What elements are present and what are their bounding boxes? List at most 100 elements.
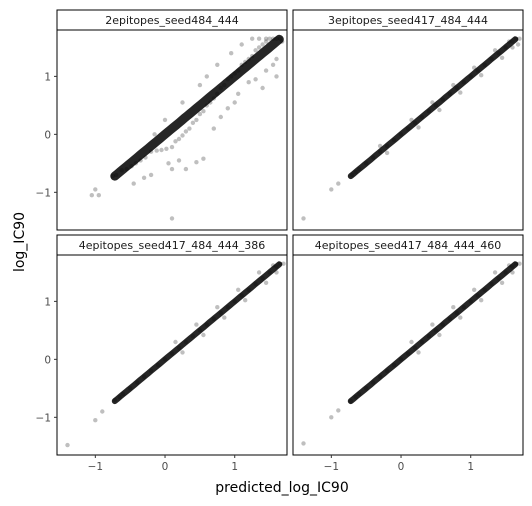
data-point (169, 216, 175, 221)
data-point (211, 126, 216, 131)
data-point (517, 36, 522, 41)
data-point (256, 270, 262, 275)
panel-frame (56, 29, 288, 231)
data-point (183, 129, 189, 134)
panel-3epitopes: 3epitopes_seed417_484_444 (292, 9, 524, 231)
panel-frame (292, 254, 524, 456)
data-point (197, 82, 203, 88)
panel-4epitopes-460: 4epitopes_seed417_484_444_460 −1 0 1 (292, 234, 524, 473)
y-tick-label: 0 (44, 129, 51, 141)
data-point (263, 280, 269, 285)
data-point (301, 441, 306, 446)
data-point (169, 144, 175, 150)
data-point (239, 42, 244, 47)
data-point (176, 136, 182, 142)
data-point (194, 322, 199, 327)
y-tick-label: −1 (36, 187, 51, 199)
data-point (173, 339, 178, 345)
data-point (222, 315, 227, 320)
data-point (274, 56, 279, 62)
data-point (517, 261, 522, 266)
data-point (256, 36, 262, 41)
data-point (176, 158, 182, 163)
data-point (263, 36, 269, 41)
data-point (180, 100, 185, 105)
data-point (190, 120, 196, 126)
data-point (458, 315, 463, 320)
data-point (499, 280, 505, 285)
x-tick-label: −1 (88, 461, 103, 473)
data-point (492, 270, 498, 275)
panel-frame (292, 29, 524, 231)
data-point (437, 107, 442, 113)
data-point (229, 51, 234, 56)
data-point (180, 350, 185, 355)
data-point (194, 160, 199, 165)
data-point (263, 68, 269, 73)
data-point (65, 442, 70, 448)
points-layer (301, 36, 522, 221)
x-tick-label: 0 (162, 461, 169, 473)
dense-core-band (347, 261, 519, 405)
data-point (256, 45, 262, 50)
data-point (218, 114, 223, 120)
data-point (267, 36, 272, 41)
data-point (197, 111, 203, 117)
dense-core-band (347, 36, 519, 180)
data-point (93, 187, 98, 192)
data-point (96, 193, 102, 198)
data-point (336, 408, 341, 413)
data-point (499, 55, 505, 60)
y-axis-title: log_IC90 (12, 212, 28, 272)
data-point (409, 339, 414, 345)
strip-label: 3epitopes_seed417_484_444 (328, 14, 488, 27)
x-tick-label: −1 (324, 461, 339, 473)
x-tick-label: 0 (398, 461, 405, 473)
data-point (329, 187, 334, 192)
y-tick-label: 1 (44, 296, 51, 308)
data-point (201, 156, 206, 161)
y-tick-label: 0 (44, 354, 51, 366)
data-point (329, 415, 334, 420)
data-point (166, 161, 171, 166)
data-point (180, 133, 185, 138)
data-point (270, 62, 276, 67)
data-point (236, 91, 241, 97)
data-point (416, 350, 421, 355)
points-layer (301, 261, 522, 446)
data-point (458, 90, 463, 95)
data-point (131, 181, 136, 186)
data-point (263, 39, 269, 44)
dense-core-band (111, 261, 283, 405)
panel-2epitopes: 2epitopes_seed484_444 −1 0 1 (36, 9, 288, 231)
data-point (274, 74, 279, 79)
data-point (384, 150, 390, 156)
data-point (472, 287, 477, 292)
panel-4epitopes-386: 4epitopes_seed417_484_444_386 −1 0 1 −1 0 1 (36, 234, 288, 473)
data-point (159, 147, 164, 153)
y-tick-label: 1 (44, 71, 51, 83)
points-layer (89, 34, 285, 221)
data-point (250, 36, 255, 41)
data-point (232, 100, 237, 105)
strip-label: 2epitopes_seed484_444 (105, 14, 239, 27)
data-point (187, 126, 192, 131)
points-layer (65, 261, 286, 448)
data-point (253, 77, 258, 82)
data-point (437, 332, 442, 338)
data-point (260, 85, 265, 91)
data-point (301, 216, 306, 221)
data-point (89, 193, 95, 198)
data-point (93, 418, 98, 423)
data-point (253, 48, 258, 53)
data-point (260, 42, 265, 47)
data-point (416, 125, 421, 130)
data-point (225, 106, 230, 111)
data-point (201, 332, 206, 338)
data-point (236, 287, 241, 292)
data-point (173, 139, 178, 144)
data-point (215, 305, 220, 310)
data-point (154, 148, 159, 153)
data-point (100, 409, 105, 414)
